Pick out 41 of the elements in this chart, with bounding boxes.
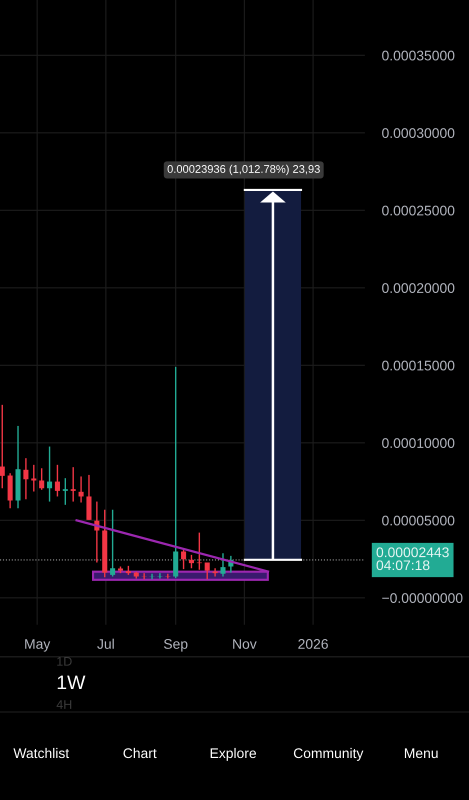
text: Watchlist — [13, 748, 70, 758]
candlestick — [204, 562, 210, 580]
candlestick — [0, 404, 5, 489]
candlestick — [157, 572, 162, 580]
text: 1D — [57, 657, 72, 666]
candlestick — [70, 466, 76, 502]
x-tick-label: Jul — [97, 638, 114, 649]
y-tick-label: 0.00020000 — [382, 283, 454, 293]
x-tick-label: Nov — [233, 639, 257, 649]
ref-line-label: 0.00002443 04:07:18 — [376, 547, 449, 570]
annotation: 0.00023936 (1,012.78%) 23,93 — [168, 164, 320, 176]
x-tick-label: May — [25, 639, 50, 652]
x-tick-label: 2026 — [298, 639, 328, 649]
candlestick — [47, 446, 52, 502]
y-tick-label: 0.00015000 — [382, 360, 454, 370]
candlestick — [110, 509, 116, 578]
x-tick-label: Sep — [164, 639, 188, 652]
candlestick — [54, 464, 60, 498]
candlestick — [188, 554, 194, 569]
candlestick — [23, 457, 28, 500]
text: Explore — [210, 748, 256, 761]
candlestick — [220, 552, 226, 578]
y-tick-label: 0.00030000 — [382, 128, 454, 138]
y-tick-label: 0.00005000 — [382, 516, 454, 526]
y-tick-label: 0.00010000 — [382, 438, 454, 448]
y-tick-label: 0.00025000 — [382, 206, 454, 216]
candlestick — [142, 572, 147, 580]
candlestick — [86, 474, 92, 521]
y-tick-label: 0.00035000 — [382, 50, 454, 61]
text: 4H — [56, 700, 72, 709]
candlestick — [78, 476, 84, 504]
candlestick — [181, 548, 186, 570]
text: Menu — [404, 748, 438, 758]
text: 1W — [58, 676, 86, 690]
y-tick-label: −0.00000000 — [382, 593, 462, 603]
candlestick — [39, 468, 44, 490]
text: Chart — [123, 748, 157, 758]
candlestick — [31, 464, 36, 492]
candlestick — [62, 477, 68, 506]
text: Community — [294, 748, 364, 761]
candlestick — [165, 573, 170, 580]
